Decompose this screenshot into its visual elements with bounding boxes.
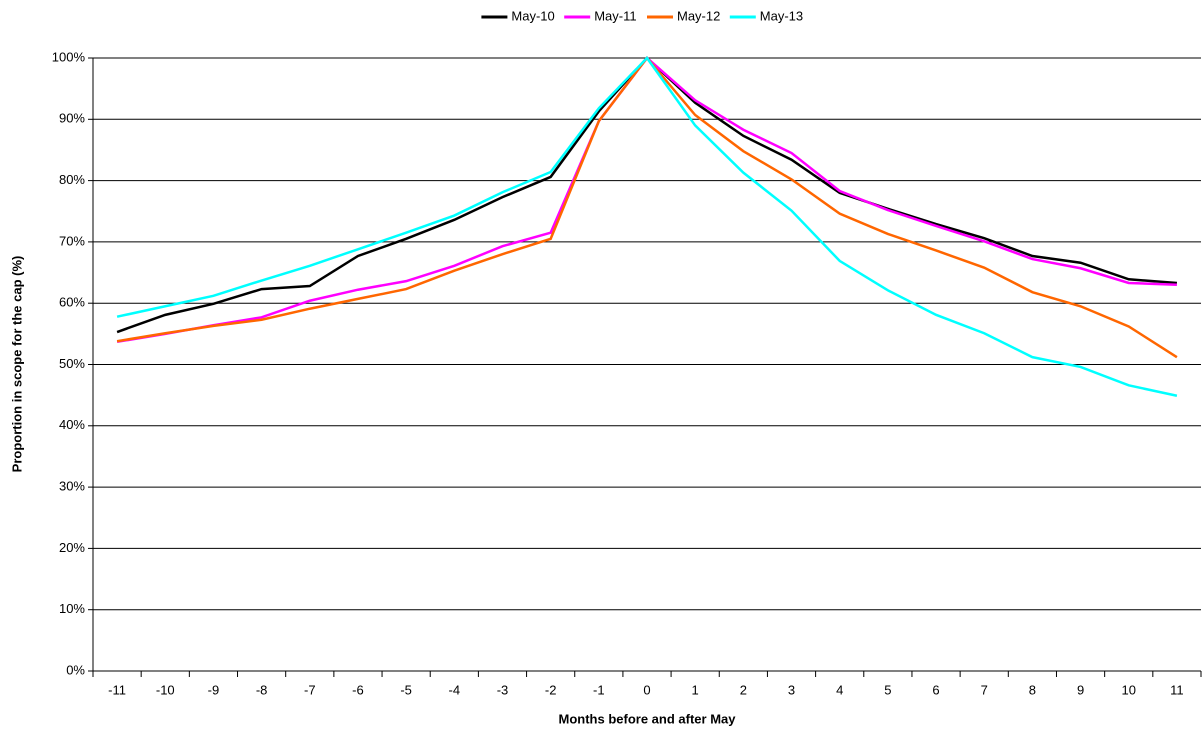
y-axis-title: Proportion in scope for the cap (%)	[9, 256, 24, 473]
y-tick-label: 20%	[59, 540, 85, 555]
x-tick-label: -10	[156, 682, 175, 697]
x-tick-label: 1	[692, 682, 699, 697]
y-tick-label: 0%	[66, 662, 85, 677]
legend-label: May-12	[677, 8, 720, 23]
y-tick-label: 30%	[59, 479, 85, 494]
y-tick-label: 60%	[59, 295, 85, 310]
x-tick-label: 0	[643, 682, 650, 697]
y-tick-label: 40%	[59, 417, 85, 432]
series-line	[116, 56, 1178, 397]
x-tick-label: -3	[497, 682, 509, 697]
x-tick-label: -8	[256, 682, 268, 697]
y-tick-label: 90%	[59, 111, 85, 126]
legend-label: May-10	[511, 8, 554, 23]
x-tick-label: -6	[352, 682, 364, 697]
x-tick-label: 9	[1077, 682, 1084, 697]
x-tick-label: -2	[545, 682, 557, 697]
y-tick-label: 10%	[59, 601, 85, 616]
x-tick-label: 10	[1122, 682, 1136, 697]
x-tick-label: 11	[1170, 682, 1184, 697]
y-tick-label: 100%	[52, 49, 86, 64]
y-tick-label: 80%	[59, 172, 85, 187]
series-line	[116, 56, 1177, 344]
x-tick-label: -1	[593, 682, 605, 697]
x-tick-label: -7	[304, 682, 316, 697]
y-tick-label: 70%	[59, 233, 85, 248]
x-axis-title: Months before and after May	[559, 711, 737, 726]
series-line	[116, 56, 1178, 334]
x-tick-label: 3	[788, 682, 795, 697]
x-tick-label: 8	[1029, 682, 1036, 697]
y-tick-label: 50%	[59, 356, 85, 371]
x-tick-label: 2	[740, 682, 747, 697]
x-tick-label: 7	[981, 682, 988, 697]
x-tick-label: 4	[836, 682, 843, 697]
x-tick-label: 6	[932, 682, 939, 697]
x-tick-label: -11	[108, 682, 126, 697]
x-tick-label: 5	[884, 682, 891, 697]
legend-label: May-11	[594, 8, 636, 23]
x-tick-label: -5	[400, 682, 412, 697]
x-tick-label: -4	[449, 682, 461, 697]
x-tick-label: -9	[208, 682, 220, 697]
legend-label: May-13	[760, 8, 803, 23]
